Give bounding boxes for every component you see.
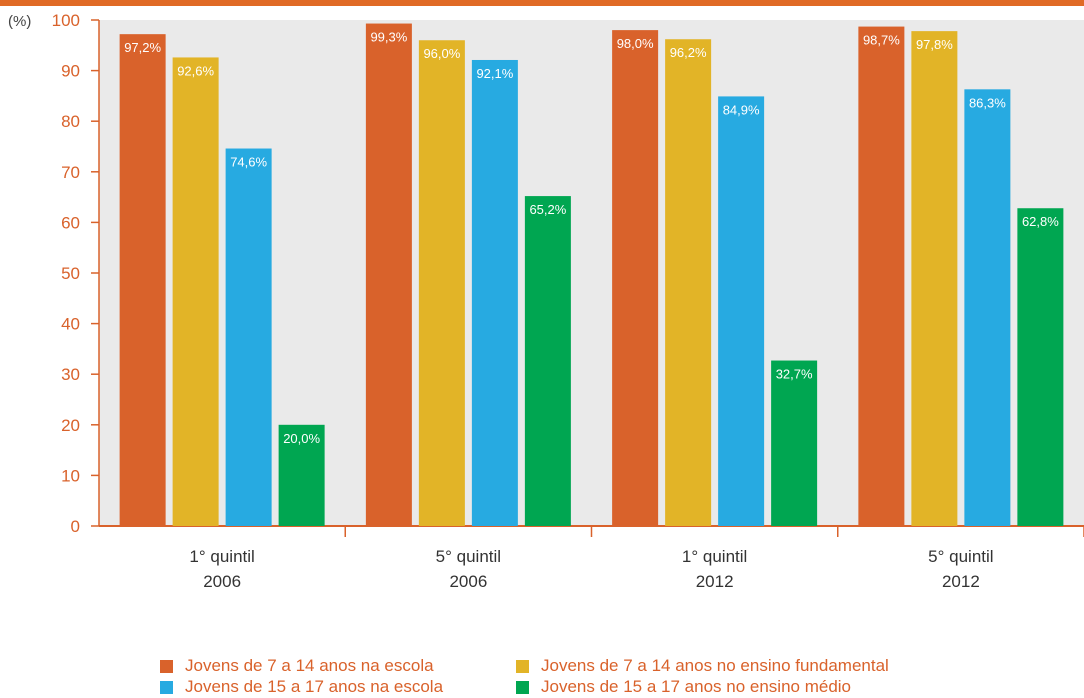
y-tick-label-5: 50 xyxy=(61,264,80,283)
x-category-label-3-line-1: 2012 xyxy=(942,572,980,591)
bar-s3-c2 xyxy=(771,360,818,526)
bar-label-s3-c2: 32,7% xyxy=(776,367,813,382)
bar-s2-c3 xyxy=(964,89,1011,527)
y-tick-label-9: 90 xyxy=(61,62,80,81)
bar-s1-c0 xyxy=(172,57,219,526)
y-tick-label-10: 100 xyxy=(52,11,80,30)
y-tick-label-1: 10 xyxy=(61,466,80,485)
bar-label-s2-c1: 92,1% xyxy=(476,66,513,81)
x-category-label-3-line-0: 5° quintil xyxy=(928,547,993,566)
y-tick-label-8: 80 xyxy=(61,112,80,131)
bar-label-s1-c2: 96,2% xyxy=(670,45,707,60)
bar-label-s0-c1: 99,3% xyxy=(370,30,407,45)
bar-label-s3-c0: 20,0% xyxy=(283,431,320,446)
top-accent-bar xyxy=(0,0,1084,6)
bar-label-s1-c1: 96,0% xyxy=(423,46,460,61)
bar-s3-c3 xyxy=(1017,208,1064,526)
y-tick-label-3: 30 xyxy=(61,365,80,384)
y-tick-label-0: 0 xyxy=(71,517,80,536)
bar-s1-c2 xyxy=(665,39,712,527)
bar-label-s1-c3: 97,8% xyxy=(916,37,953,52)
bar-label-s2-c2: 84,9% xyxy=(723,102,760,117)
bar-s1-c1 xyxy=(418,40,465,527)
bar-label-s0-c2: 98,0% xyxy=(617,36,654,51)
bar-s3-c1 xyxy=(524,196,571,526)
bar-label-s0-c0: 97,2% xyxy=(124,40,161,55)
bar-label-s3-c1: 65,2% xyxy=(529,202,566,217)
x-category-label-0-line-0: 1° quintil xyxy=(189,547,254,566)
bar-s0-c3 xyxy=(858,26,905,526)
x-category-label-2-line-1: 2012 xyxy=(696,572,734,591)
bar-label-s2-c0: 74,6% xyxy=(230,155,267,170)
x-category-label-0-line-1: 2006 xyxy=(203,572,241,591)
bar-s0-c1 xyxy=(365,23,412,527)
y-tick-label-7: 70 xyxy=(61,163,80,182)
bar-s0-c2 xyxy=(612,30,659,527)
y-tick-label-4: 40 xyxy=(61,315,80,334)
bar-s3-c0 xyxy=(278,424,325,526)
bar-s2-c0 xyxy=(225,148,272,527)
x-category-label-2-line-0: 1° quintil xyxy=(682,547,747,566)
y-axis-unit-label: (%) xyxy=(8,13,31,30)
x-category-label-1-line-1: 2006 xyxy=(449,572,487,591)
bar-s2-c1 xyxy=(471,59,518,526)
y-tick-label-2: 20 xyxy=(61,416,80,435)
bar-s1-c3 xyxy=(911,31,958,527)
bar-label-s2-c3: 86,3% xyxy=(969,95,1006,110)
bar-s0-c0 xyxy=(119,34,166,526)
bar-label-s3-c3: 62,8% xyxy=(1022,214,1059,229)
x-category-label-1-line-0: 5° quintil xyxy=(436,547,501,566)
y-tick-label-6: 60 xyxy=(61,213,80,232)
bar-label-s1-c0: 92,6% xyxy=(177,63,214,78)
bar-s2-c2 xyxy=(718,96,765,526)
bar-label-s0-c3: 98,7% xyxy=(863,33,900,48)
